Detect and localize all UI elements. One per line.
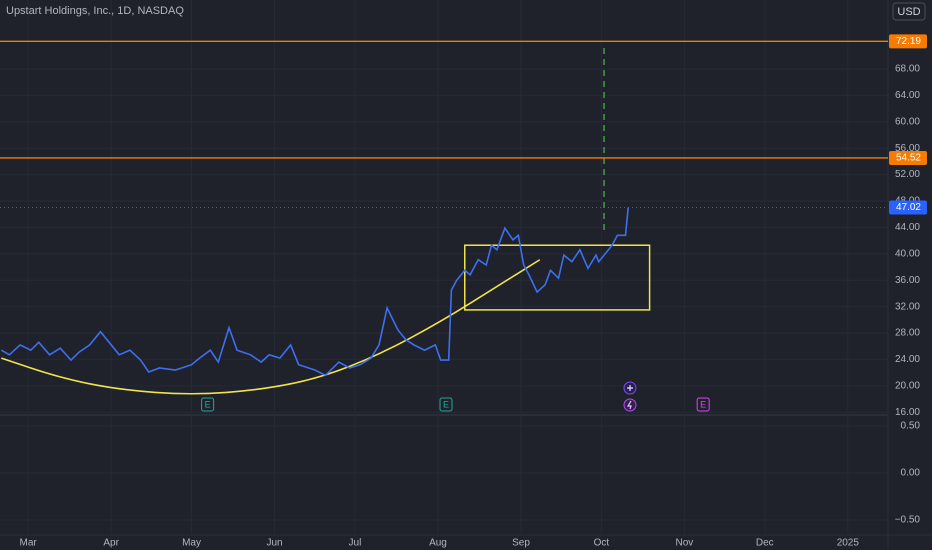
x-tick-label: 2025: [837, 538, 860, 549]
y-tick-label: 56.00: [895, 143, 920, 154]
price-label: 54.52: [896, 153, 921, 164]
y-tick-label: 24.00: [895, 354, 920, 365]
price-line: [0, 207, 629, 377]
y-tick-label: 28.00: [895, 328, 920, 339]
earnings-marker: [439, 397, 453, 412]
x-tick-label: May: [182, 538, 201, 549]
axes: Mar Apr May Jun Jul Aug Sep Oct Nov Dec 2025 16.00 2…: [20, 34, 927, 549]
event-icon-plus: [627, 385, 633, 391]
y2-tick-label: 0.00: [901, 468, 921, 479]
y-tick-label: 68.00: [895, 64, 920, 75]
earnings-label: E: [443, 399, 449, 409]
x-tick-label: Nov: [676, 538, 694, 549]
y-tick-label: 32.00: [895, 301, 920, 312]
event-icon-bolt: [626, 400, 632, 410]
y-tick-label: 20.00: [895, 380, 920, 391]
grid: [0, 0, 888, 535]
curve-drawing: [1, 259, 541, 395]
x-tick-label: Sep: [512, 538, 530, 549]
x-tick-label: Dec: [756, 538, 774, 549]
price-label-bg: [889, 34, 927, 49]
y-tick-label: 36.00: [895, 275, 920, 286]
price-label-bg: [889, 150, 927, 165]
x-tick-label: Aug: [429, 538, 447, 549]
y-tick-label: 40.00: [895, 248, 920, 259]
y-tick-label: 60.00: [895, 116, 920, 127]
y-tick-label: 16.00: [895, 407, 920, 418]
earnings-label: E: [700, 399, 706, 409]
last-price-label: 47.02: [896, 202, 921, 213]
y-tick-label: 64.00: [895, 90, 920, 101]
earnings-label: E: [205, 399, 211, 409]
x-tick-label: Jul: [349, 538, 362, 549]
earnings-marker: [696, 397, 710, 412]
y2-tick-label: −0.50: [895, 515, 921, 526]
event-icon[interactable]: [623, 398, 637, 412]
rectangle-drawing: [464, 244, 651, 311]
last-price-bg: [889, 200, 927, 215]
y-tick-label: 44.00: [895, 222, 920, 233]
earnings-marker: [201, 397, 215, 412]
x-tick-label: Jun: [267, 538, 283, 549]
chart-title: Upstart Holdings, Inc., 1D, NASDAQ: [6, 5, 184, 17]
currency-button[interactable]: [892, 2, 926, 21]
y2-tick-label: 0.50: [901, 421, 921, 432]
x-tick-label: Mar: [20, 538, 38, 549]
x-tick-label: Oct: [594, 538, 610, 549]
price-label: 72.19: [896, 36, 921, 47]
y-tick-label: 52.00: [895, 169, 920, 180]
x-tick-label: Apr: [103, 538, 119, 549]
currency-label[interactable]: USD: [897, 6, 920, 18]
